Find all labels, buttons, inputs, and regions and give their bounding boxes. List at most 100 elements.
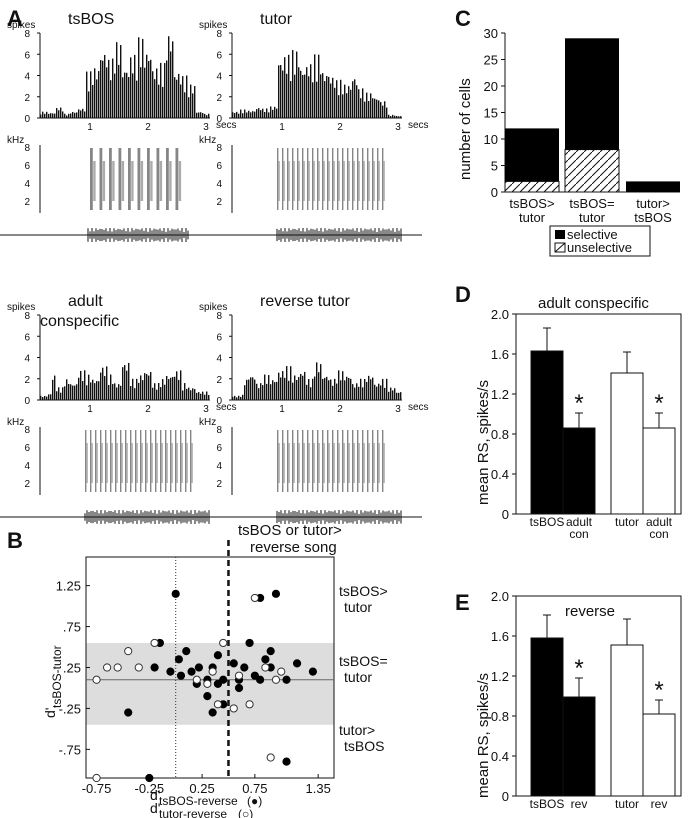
spectrogram-syllable — [287, 430, 289, 492]
psth-bar — [108, 59, 110, 118]
spectrogram-syllable — [357, 430, 359, 492]
psth-bar — [366, 381, 368, 400]
psth-bar — [234, 395, 236, 400]
psth-bar — [94, 383, 96, 400]
spectrogram-syllable — [140, 430, 142, 492]
psth-ytick-label: 6 — [216, 332, 222, 343]
significance-star: * — [574, 655, 583, 682]
spectrogram-syllable — [115, 430, 117, 492]
bar-selective — [626, 181, 680, 192]
plot-frame — [515, 595, 682, 797]
point-tsbos-reverse — [194, 663, 204, 672]
point-tsbos-reverse — [250, 671, 259, 680]
psth-xtick-label: 1 — [87, 122, 93, 133]
spectrogram-syllable — [137, 148, 141, 210]
spectrogram-syllable — [110, 430, 112, 492]
point-tsbos-reverse — [245, 638, 254, 648]
spectrogram-syllable — [169, 161, 172, 201]
spectrogram-syllable — [332, 430, 334, 492]
psth-bar — [236, 397, 238, 400]
spectrogram-syllable — [313, 161, 315, 201]
panel-b-ytick-label: 1.25 — [56, 579, 81, 594]
spectrogram-syllable — [352, 148, 354, 210]
psth-ytick-label: 8 — [216, 311, 222, 322]
panel-c-category-label: tutor — [579, 210, 606, 225]
psth-bar — [80, 110, 82, 118]
spectrogram-syllable — [136, 443, 138, 483]
spectrogram-syllable — [130, 430, 132, 492]
psth-bar — [140, 67, 142, 118]
bar — [642, 713, 676, 797]
psth-bar — [282, 371, 284, 400]
spectrogram-syllable — [283, 443, 285, 483]
psth-bar — [386, 107, 388, 118]
psth-bar — [72, 111, 74, 118]
psth-bar — [90, 71, 92, 118]
xtick-label: adult — [646, 515, 673, 529]
bar — [642, 427, 676, 515]
panel-d-letter: D — [455, 282, 471, 307]
xtick-label: con — [569, 527, 588, 541]
psth-bar — [96, 79, 98, 118]
panel-c-ytick-label: 20 — [484, 79, 498, 94]
psth-bar — [330, 379, 332, 400]
plot-frame — [515, 313, 682, 515]
psth-bar — [300, 373, 302, 400]
psth-bar — [398, 116, 400, 118]
spectrogram-syllable — [131, 443, 133, 483]
spectrogram-syllable — [318, 161, 320, 201]
psth-bar — [102, 60, 104, 118]
spectrogram-syllable — [292, 430, 294, 492]
panel-c-ylabel: number of cells — [457, 78, 474, 180]
psth-bar — [332, 77, 334, 118]
psth-bar — [360, 378, 362, 400]
psth-bar — [82, 108, 84, 118]
psth-bar — [176, 79, 178, 118]
psth-bar — [104, 54, 106, 118]
spectrogram-syllable — [343, 443, 345, 483]
spectrogram-syllable — [367, 430, 369, 492]
psth-bar — [280, 64, 282, 118]
psth-bar — [116, 387, 118, 400]
psth-bar — [106, 366, 108, 400]
xtick-label: rev — [571, 797, 588, 811]
spectrogram-syllable — [378, 161, 380, 201]
spectrogram-syllable — [378, 443, 380, 483]
secs-label: secs — [408, 402, 429, 413]
psth-ytick-label: 0 — [24, 396, 30, 407]
psth-bar — [286, 73, 288, 118]
psth-bar — [202, 391, 204, 400]
psth-bar — [102, 367, 104, 400]
spectrogram-syllable — [121, 161, 125, 201]
psth-bar — [168, 36, 170, 119]
significance-star: * — [654, 677, 663, 704]
point-tsbos-reverse — [271, 589, 281, 598]
panel-b-letter: B — [7, 528, 23, 553]
psth-bar — [128, 362, 130, 400]
psth-ytick-label: 0 — [216, 396, 222, 407]
point-tutor-reverse — [150, 638, 159, 648]
point-tutor-reverse — [271, 675, 281, 684]
psth-bar — [120, 385, 122, 400]
spectrogram-syllable — [362, 148, 364, 210]
psth-bar — [88, 374, 90, 400]
psth-bar — [116, 42, 118, 118]
psth-ytick-label: 6 — [24, 332, 30, 343]
psth-bar — [342, 371, 344, 400]
psth-bar — [50, 113, 52, 118]
point-tutor-reverse — [229, 704, 238, 713]
spectrogram-syllable — [156, 443, 158, 483]
psth-bar — [174, 376, 176, 400]
spectrogram-ytick-label: 4 — [216, 179, 222, 190]
psth-bar — [352, 384, 354, 400]
spectrogram-syllable — [358, 443, 360, 483]
spectrogram-syllable — [190, 430, 192, 492]
psth-ytick-label: 2 — [216, 93, 222, 104]
psth-bar — [126, 72, 128, 118]
ytick-label: 0 — [502, 789, 509, 804]
psth-bar — [384, 387, 386, 400]
spikes-axis-label: spikes — [7, 20, 35, 31]
spectrogram-syllable — [166, 443, 168, 483]
